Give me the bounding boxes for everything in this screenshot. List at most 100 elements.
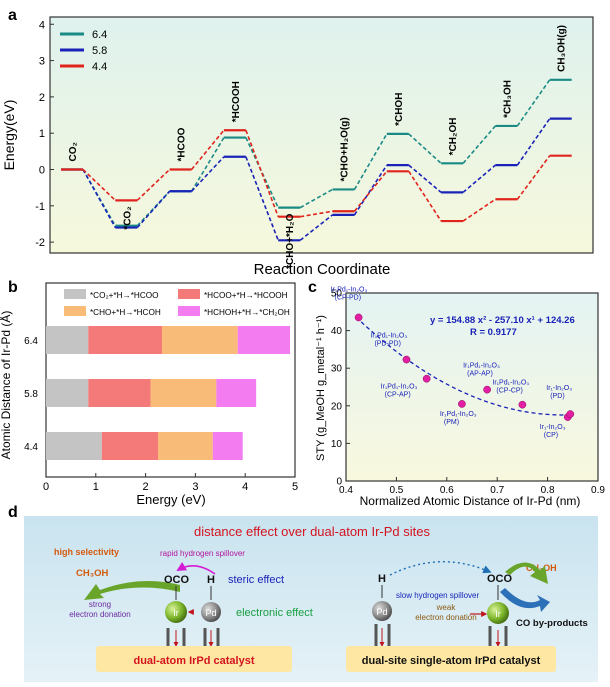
- panel-b-stacked-bars: *CO₂+*H→*HCOO *HCOO+*H→*HCOOH *CHO+*H→*HCO…: [0, 282, 298, 507]
- panel-c-point-label: Ir₁-In₂O₃: [540, 424, 566, 431]
- panel-c-point-label: Ir₁Pd₁-In₂O₃: [331, 286, 368, 293]
- panel-a-state-label: *CO₂: [122, 206, 133, 229]
- panel-c-point-sublabel: (CP-PD): [335, 294, 361, 301]
- panel-b-xtick-label: 2: [143, 481, 149, 493]
- panel-b-bar-segment: [212, 432, 243, 460]
- left-steric-effect: steric effect: [228, 574, 284, 586]
- panel-a-state-label: *CH₃OH: [502, 80, 513, 118]
- panel-c-point-sublabel: (CP-CP): [496, 388, 522, 395]
- right-product-arrow: [505, 562, 548, 584]
- panel-a-connector: [353, 133, 388, 190]
- panel-c-ytick-label: 20: [331, 401, 343, 412]
- panel-c-point: [402, 355, 411, 364]
- panel-a-connector: [82, 169, 116, 228]
- left-product-arrow: [84, 581, 180, 600]
- right-ir-atom: [487, 602, 509, 624]
- right-caption-box: [346, 646, 556, 672]
- left-caption-box: [96, 646, 292, 672]
- panel-c-ytick-label: 10: [331, 439, 343, 450]
- panel-c-xtick-label: 0.7: [490, 485, 504, 496]
- panel-c-point-sublabel: (CP-AP): [385, 392, 411, 399]
- panel-a-ytick-label: 3: [39, 56, 45, 68]
- panel-b-xlabel: Energy (eV): [136, 492, 205, 507]
- right-ir-label: Ir: [495, 609, 501, 619]
- panel-c-point: [422, 374, 431, 383]
- left-oco: OCO: [164, 574, 190, 586]
- panel-b-bar-segment: [162, 326, 238, 354]
- panel-a-connector: [190, 137, 225, 192]
- panel-a-connector: [136, 190, 171, 229]
- panel-a-state-label: *CHO+*H₂O: [285, 213, 296, 269]
- panel-a-connector: [408, 133, 442, 164]
- panel-c-point-label: Ir₁-In₂O₃: [546, 385, 572, 392]
- panel-a-ylabel: Energy(eV): [1, 100, 17, 171]
- left-pd-atom: [201, 602, 221, 622]
- panel-a-connector: [299, 214, 333, 241]
- right-oco: OCO: [487, 573, 513, 585]
- panel-a-ytick-label: 4: [39, 19, 45, 31]
- panel-c-ylabel: STY (g_MeOH g_metal⁻¹ h⁻¹): [315, 315, 327, 461]
- panel-a-connector: [516, 79, 551, 127]
- panel-c-point: [566, 410, 575, 418]
- panel-a-legend-label: 4.4: [92, 61, 107, 73]
- panel-b-bar-segment: [237, 326, 291, 354]
- panel-c-point-sublabel: (CP): [544, 432, 558, 439]
- left-product-label: CH₃OH: [76, 568, 109, 579]
- panel-a-connector: [462, 125, 497, 164]
- panel-a-legend-label: 5.8: [92, 45, 107, 57]
- panel-a-series: [61, 129, 572, 223]
- panel-b-xtick-label: 4: [242, 481, 248, 493]
- right-scheme: H OCO CH₃OH slow hydrogen spillover CO b…: [346, 561, 588, 672]
- panel-a-energy-profile: -2 -1 0 1 2 3 4 CO₂ *CO₂ *HCOO *HCOOH *CHO+*H₂O *CH…: [1, 16, 594, 278]
- panel-a-state-label: *CH₂OH: [448, 118, 459, 156]
- left-ir-atom: [165, 601, 187, 623]
- panel-b-bar-segment: [101, 432, 159, 460]
- panel-a-connector: [245, 129, 279, 217]
- panel-a-series: [61, 117, 572, 242]
- panel-b-category-label: 6.4: [24, 336, 38, 347]
- panel-b-bar-segment: [158, 432, 213, 460]
- panel-c-xtick-label: 0.6: [440, 485, 454, 496]
- panel-a-connector: [408, 164, 442, 193]
- panel-a-connector: [191, 156, 225, 192]
- panel-c-ytick-label: 0: [336, 477, 342, 488]
- left-spillover-arrow: [176, 561, 216, 575]
- panel-c-point: [458, 400, 466, 408]
- panel-a-connector: [516, 118, 551, 166]
- panel-a-ytick-label: 0: [39, 164, 45, 176]
- panel-c-point-sublabel: (PD-PD): [374, 341, 400, 348]
- right-donation-2: electron donation: [415, 613, 476, 622]
- panel-d-label: d: [8, 504, 18, 521]
- panel-a-connector: [300, 210, 333, 218]
- left-ir-label: Ir: [173, 608, 179, 618]
- panel-c-xtick-label: 0.5: [389, 485, 403, 496]
- panel-b-legend-swatch: [178, 289, 200, 299]
- panel-a-connector: [353, 170, 388, 212]
- panel-b-legend-label: *HCHOH+*H→*CH₂OH: [204, 308, 290, 317]
- left-spillover-label: rapid hydrogen spillover: [160, 549, 245, 558]
- panel-b-xtick-label: 0: [43, 481, 49, 493]
- panel-b-xtick-label: 5: [292, 481, 298, 493]
- panel-b-xtick-label: 3: [192, 481, 198, 493]
- panel-b-legend: *CO₂+*H→*HCOO *HCOO+*H→*HCOOH *CHO+*H→*HCO…: [64, 289, 290, 317]
- panel-a-connector: [245, 156, 279, 241]
- panel-a-connector: [190, 129, 225, 171]
- panel-a-state-label: *HCOOH: [231, 81, 242, 122]
- left-electronic-effect: electronic effect: [236, 607, 313, 619]
- panel-c-point: [483, 385, 491, 394]
- panel-c-point-label: Ir₁Pd₁-In₂O₃: [381, 384, 418, 391]
- panel-c-plot-area: [345, 292, 599, 482]
- panel-b-category-label: 5.8: [24, 389, 38, 400]
- panel-c-xtick-label: 0.8: [541, 485, 555, 496]
- right-caption: dual-site single-atom IrPd catalyst: [362, 655, 541, 667]
- panel-b-label: b: [8, 279, 18, 296]
- panel-b-bar-segment: [46, 326, 89, 354]
- panel-a-xlabel: Reaction Coordinate: [254, 261, 391, 278]
- panel-a-connector: [462, 164, 496, 193]
- left-donation-2: electron donation: [69, 610, 130, 619]
- panel-c-point-label: Ir₁Pd₁-In₂O₃: [463, 363, 500, 370]
- panel-c-label: c: [308, 279, 317, 296]
- right-product-label: CH₃OH: [526, 563, 557, 573]
- panel-b-ylabel: Atomic Distance of Ir-Pd (Å): [0, 311, 13, 460]
